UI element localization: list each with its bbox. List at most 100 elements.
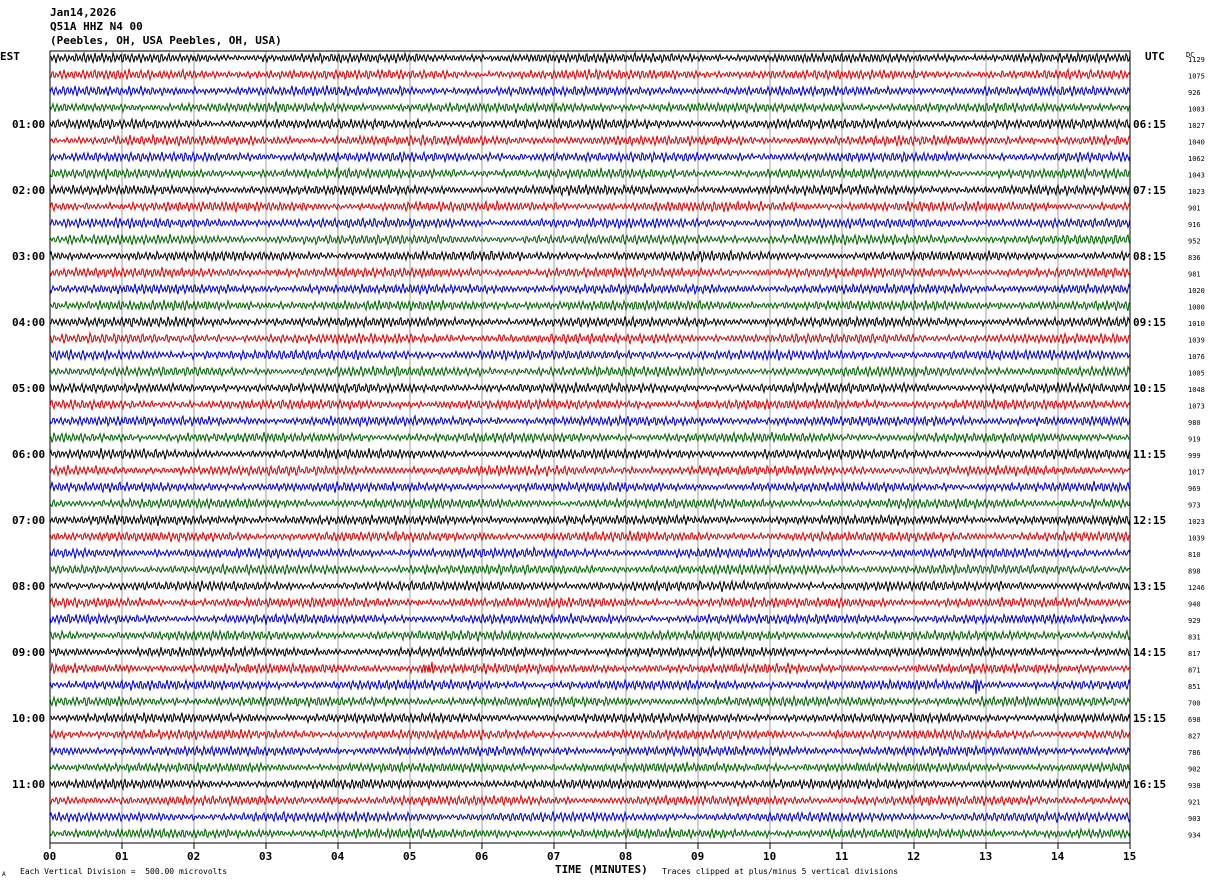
dc-offset-18: 1039 bbox=[1188, 337, 1205, 345]
right-hour-label: 09:15 bbox=[1133, 316, 1166, 329]
station-location: (Peebles, OH, USA Peebles, OH, USA) bbox=[50, 34, 282, 47]
dc-offset-26: 1017 bbox=[1188, 469, 1205, 477]
clip-note: Traces clipped at plus/minus 5 vertical … bbox=[662, 867, 899, 876]
right-hour-labels: 06:15 07:15 08:15 09:15 10:15 11:15 12:15 13:15… bbox=[1133, 118, 1166, 791]
dc-offset-15: 1020 bbox=[1188, 287, 1205, 295]
trace-45 bbox=[49, 777, 1131, 791]
trace-2 bbox=[49, 67, 1131, 82]
trace-23 bbox=[49, 414, 1131, 428]
dc-offset-48: 934 bbox=[1188, 832, 1201, 840]
trace-7 bbox=[49, 150, 1131, 164]
left-hour-label: 08:00 bbox=[12, 580, 45, 593]
dc-offset-37: 817 bbox=[1188, 650, 1201, 658]
x-tick-label-11: 11 bbox=[835, 850, 849, 863]
trace-15 bbox=[49, 282, 1131, 296]
dc-offset-34: 940 bbox=[1188, 601, 1201, 609]
trace-29 bbox=[49, 513, 1131, 527]
trace-16 bbox=[49, 298, 1131, 313]
right-timezone-label: UTC bbox=[1145, 50, 1165, 63]
left-hour-label: 06:00 bbox=[12, 448, 45, 461]
x-tick-label-10: 10 bbox=[763, 850, 776, 863]
trace-27 bbox=[49, 480, 1131, 494]
corner-mark: A bbox=[2, 871, 6, 878]
trace-26 bbox=[49, 464, 1131, 478]
dc-offset-9: 1023 bbox=[1188, 188, 1205, 196]
right-hour-label: 12:15 bbox=[1133, 514, 1166, 527]
trace-33 bbox=[49, 578, 1131, 593]
dc-offset-14: 981 bbox=[1188, 271, 1201, 279]
trace-34 bbox=[49, 595, 1131, 610]
dc-offset-7: 1062 bbox=[1188, 155, 1205, 163]
x-tick-label-14: 14 bbox=[1051, 850, 1065, 863]
trace-12 bbox=[49, 232, 1131, 247]
plot-frame bbox=[49, 50, 1131, 844]
dc-offset-29: 1023 bbox=[1188, 518, 1205, 526]
trace-35 bbox=[49, 612, 1131, 626]
trace-36 bbox=[49, 628, 1131, 643]
dc-offset-24: 919 bbox=[1188, 436, 1201, 444]
dc-offset-31: 810 bbox=[1188, 551, 1201, 559]
dc-offset-11: 916 bbox=[1188, 221, 1201, 229]
trace-13 bbox=[49, 248, 1131, 264]
right-hour-label: 11:15 bbox=[1133, 448, 1166, 461]
dc-offset-1: 1129 bbox=[1188, 56, 1205, 64]
trace-28 bbox=[49, 496, 1131, 511]
right-hour-label: 06:15 bbox=[1133, 118, 1166, 131]
trace-19 bbox=[49, 348, 1131, 362]
left-hour-label: 07:00 bbox=[12, 514, 45, 527]
left-hour-labels: 01:00 02:00 03:00 04:00 05:00 06:00 07:00 08:00… bbox=[12, 118, 45, 791]
dc-offset-4: 1003 bbox=[1188, 106, 1205, 114]
trace-43 bbox=[49, 744, 1131, 758]
trace-40 bbox=[49, 694, 1131, 709]
dc-offset-33: 1246 bbox=[1188, 584, 1205, 592]
trace-46 bbox=[49, 793, 1131, 808]
x-tick-label-15: 15 bbox=[1123, 850, 1136, 863]
dc-offset-36: 831 bbox=[1188, 634, 1201, 642]
record-date: Jan14,2026 bbox=[50, 6, 117, 19]
dc-offset-16: 1000 bbox=[1188, 304, 1205, 312]
x-tick-label-13: 13 bbox=[979, 850, 992, 863]
x-tick-label-02: 02 bbox=[187, 850, 200, 863]
trace-24 bbox=[49, 430, 1131, 445]
trace-3 bbox=[49, 84, 1131, 98]
x-axis-title: TIME (MINUTES) bbox=[555, 863, 648, 876]
x-tick-label-00: 00 bbox=[43, 850, 56, 863]
trace-47 bbox=[49, 810, 1131, 824]
dc-offset-43: 786 bbox=[1188, 749, 1201, 757]
dc-offset-12: 952 bbox=[1188, 238, 1201, 246]
x-tick-label-03: 03 bbox=[259, 850, 272, 863]
dc-offset-3: 926 bbox=[1188, 89, 1201, 97]
left-timezone-label: EST bbox=[0, 50, 20, 63]
x-tick-label-04: 04 bbox=[331, 850, 345, 863]
x-tick-label-08: 08 bbox=[619, 850, 632, 863]
left-hour-label: 05:00 bbox=[12, 382, 45, 395]
x-tick-label-06: 06 bbox=[475, 850, 489, 863]
trace-30 bbox=[49, 529, 1131, 544]
right-hour-label: 16:15 bbox=[1133, 778, 1166, 791]
dc-offset-10: 901 bbox=[1188, 205, 1201, 213]
trace-5 bbox=[49, 117, 1131, 131]
x-tick-label-09: 09 bbox=[691, 850, 704, 863]
trace-20 bbox=[49, 364, 1131, 379]
trace-9 bbox=[49, 183, 1131, 198]
left-hour-label: 09:00 bbox=[12, 646, 45, 659]
x-tick-label-07: 07 bbox=[547, 850, 560, 863]
dc-offset-45: 938 bbox=[1188, 782, 1201, 790]
right-hour-label: 08:15 bbox=[1133, 250, 1166, 263]
right-hour-label: 15:15 bbox=[1133, 712, 1166, 725]
station-code: Q51A HHZ N4 00 bbox=[50, 20, 143, 33]
left-hour-label: 11:00 bbox=[12, 778, 45, 791]
dc-offset-39: 851 bbox=[1188, 683, 1201, 691]
right-hour-label: 13:15 bbox=[1133, 580, 1166, 593]
trace-17 bbox=[49, 314, 1131, 329]
trace-10 bbox=[49, 199, 1131, 214]
trace-18 bbox=[49, 331, 1131, 346]
trace-25 bbox=[49, 447, 1131, 461]
x-tick-label-12: 12 bbox=[907, 850, 920, 863]
dc-offset-13: 836 bbox=[1188, 254, 1201, 262]
dc-offset-32: 898 bbox=[1188, 568, 1201, 576]
dc-offset-28: 973 bbox=[1188, 502, 1201, 510]
trace-14 bbox=[49, 265, 1131, 280]
dc-offset-22: 1073 bbox=[1188, 403, 1205, 411]
